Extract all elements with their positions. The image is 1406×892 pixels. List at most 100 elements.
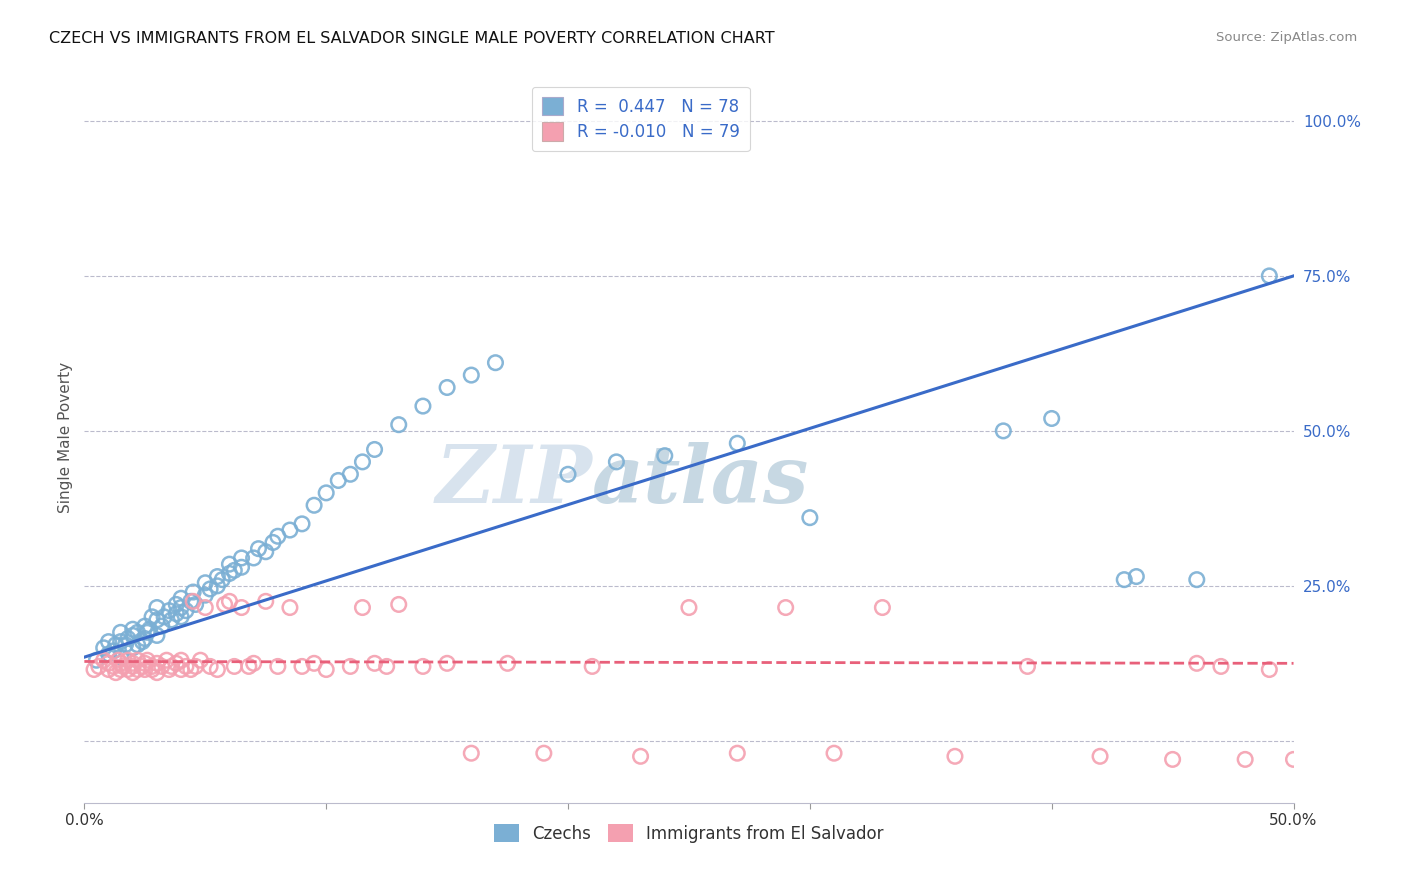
Point (278, 600, 301, 615)
Point (110, 650, 132, 665)
Point (194, 575, 217, 590)
Point (180, 594, 202, 608)
Point (823, 746, 845, 760)
Point (146, 628, 169, 642)
Point (943, 749, 966, 764)
Point (224, 563, 246, 577)
Point (134, 632, 156, 646)
Point (484, 356, 506, 370)
Point (231, 600, 253, 615)
Point (165, 607, 187, 621)
Point (198, 582, 221, 596)
Point (557, 467, 579, 482)
Point (146, 613, 169, 627)
Point (194, 600, 217, 615)
Point (267, 659, 290, 673)
Point (180, 663, 202, 677)
Point (872, 600, 894, 615)
Point (436, 657, 458, 671)
Point (150, 659, 173, 673)
Point (134, 619, 156, 633)
Point (242, 551, 264, 566)
Point (121, 665, 143, 680)
Point (87, 659, 110, 673)
Point (1125, 569, 1147, 583)
Point (157, 663, 180, 677)
Point (97, 663, 120, 677)
Point (630, 749, 652, 764)
Point (110, 663, 132, 677)
Point (218, 594, 240, 608)
Point (302, 657, 325, 671)
Point (436, 380, 458, 394)
Point (1209, 659, 1232, 673)
Point (155, 653, 177, 667)
Point (1258, 663, 1281, 677)
Point (170, 653, 193, 667)
Point (121, 628, 143, 642)
Point (127, 663, 149, 677)
Point (181, 585, 204, 599)
Point (97, 634, 120, 648)
Point (412, 399, 434, 413)
Point (157, 604, 180, 618)
Point (184, 598, 207, 612)
Point (339, 659, 361, 673)
Point (121, 622, 143, 636)
Point (107, 653, 129, 667)
Point (165, 598, 187, 612)
Point (121, 659, 143, 673)
Point (160, 659, 183, 673)
Point (412, 659, 434, 673)
Point (375, 659, 398, 673)
Point (328, 474, 350, 488)
Point (117, 632, 139, 646)
Point (114, 638, 136, 652)
Point (993, 424, 1015, 438)
Point (654, 449, 676, 463)
Point (153, 610, 176, 624)
Point (291, 659, 314, 673)
Point (104, 638, 127, 652)
Point (460, 746, 482, 760)
Point (388, 598, 411, 612)
Point (136, 653, 159, 667)
Point (190, 653, 212, 667)
Point (170, 663, 193, 677)
Point (533, 746, 555, 760)
Point (1114, 573, 1136, 587)
Point (131, 634, 153, 648)
Point (460, 368, 482, 383)
Point (231, 551, 253, 566)
Legend: Czechs, Immigrants from El Salvador: Czechs, Immigrants from El Salvador (488, 817, 890, 849)
Point (170, 610, 193, 624)
Point (363, 657, 385, 671)
Point (121, 640, 143, 655)
Point (352, 455, 374, 469)
Point (127, 625, 149, 640)
Point (1161, 752, 1184, 766)
Point (291, 516, 314, 531)
Point (581, 659, 603, 673)
Point (146, 600, 169, 615)
Text: CZECH VS IMMIGRANTS FROM EL SALVADOR SINGLE MALE POVERTY CORRELATION CHART: CZECH VS IMMIGRANTS FROM EL SALVADOR SIN… (49, 31, 775, 46)
Y-axis label: Single Male Poverty: Single Male Poverty (58, 361, 73, 513)
Point (181, 594, 204, 608)
Point (127, 638, 149, 652)
Point (302, 498, 325, 512)
Point (267, 529, 290, 543)
Point (207, 579, 229, 593)
Point (339, 467, 361, 482)
Point (218, 566, 240, 581)
Point (1185, 573, 1208, 587)
Point (1282, 752, 1305, 766)
Point (678, 600, 700, 615)
Point (104, 665, 127, 680)
Point (141, 659, 163, 673)
Point (150, 619, 173, 633)
Point (160, 613, 183, 627)
Point (207, 663, 229, 677)
Point (605, 455, 627, 469)
Point (1234, 752, 1257, 766)
Point (262, 535, 284, 549)
